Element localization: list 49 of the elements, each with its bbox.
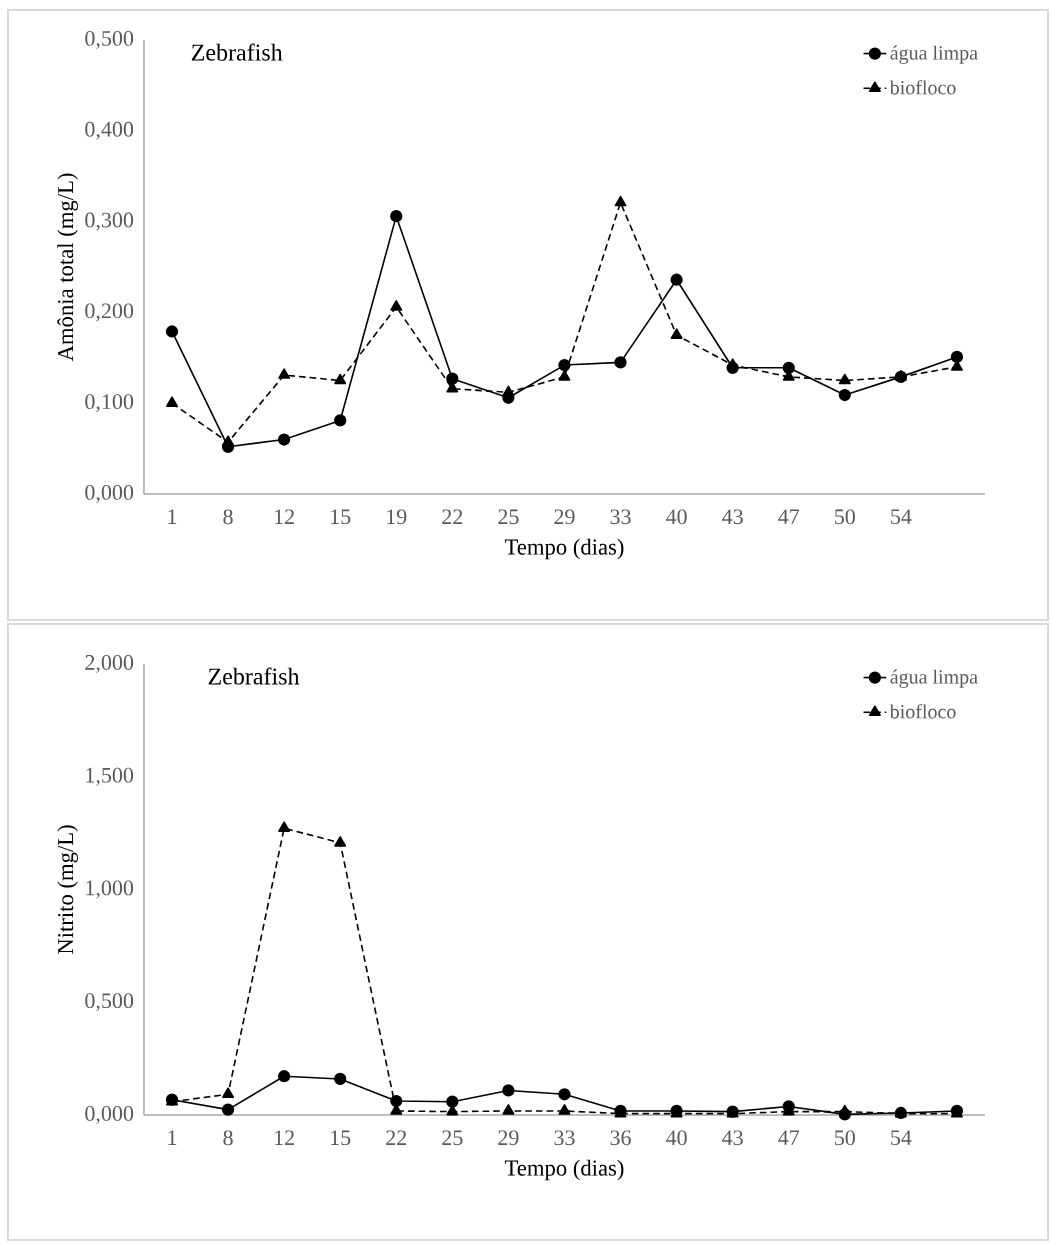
y-axis-title: Nitrito (mg/L) [57, 825, 78, 955]
x-tick-label: 12 [275, 1130, 294, 1145]
x-tick-label: 43 [722, 1130, 743, 1146]
y-tick-label: 0,000 [85, 1106, 134, 1125]
y-tick-label: 0,100 [85, 394, 134, 413]
x-tick-label: 25 [498, 509, 519, 525]
x-tick-label: 54 [891, 509, 912, 525]
y-tick-label: 0,500 [85, 993, 134, 1012]
y-tick-label: 0,500 [85, 30, 134, 50]
x-tick-label: 50 [835, 1130, 855, 1146]
x-tick-label: 22 [386, 1130, 407, 1145]
y-tick-label: 1,000 [86, 880, 134, 899]
y-tick-label: 2,000 [85, 655, 134, 674]
x-tick-label: 25 [442, 1130, 463, 1146]
chart-title: Zebrafish [208, 667, 300, 685]
x-tick-label: 54 [891, 1130, 912, 1146]
legend-label: água limpa [890, 669, 978, 688]
x-tick-label: 1 [168, 1130, 177, 1145]
x-tick-label: 12 [275, 509, 294, 524]
y-tick-label: 1,500 [86, 767, 134, 786]
x-tick-label: 50 [835, 509, 855, 525]
y-axis-title: Amônia total (mg/L) [57, 173, 78, 362]
legend-label: água limpa [890, 45, 978, 64]
x-tick-label: 1 [168, 509, 177, 524]
chart-title: Zebrafish [191, 43, 283, 61]
x-tick-label: 33 [610, 509, 631, 525]
x-tick-label: 47 [778, 509, 800, 524]
x-tick-label: 36 [610, 1130, 631, 1146]
x-tick-label: 43 [722, 509, 743, 525]
y-tick-label: 0,200 [85, 303, 134, 322]
x-tick-label: 22 [442, 509, 463, 524]
x-tick-label: 40 [666, 509, 687, 525]
x-tick-label: 29 [498, 1130, 519, 1146]
legend-label: biofloco [889, 80, 956, 95]
x-tick-label: 15 [331, 1130, 351, 1146]
x-tick-label: 29 [554, 509, 575, 525]
y-tick-label: 0,300 [85, 212, 134, 231]
legend-label: biofloco [889, 704, 956, 719]
x-tick-label: 47 [778, 1130, 800, 1145]
x-tick-label: 8 [223, 1130, 233, 1146]
x-tick-label: 33 [554, 1130, 575, 1146]
x-axis-title: Tempo (dias) [504, 1159, 624, 1181]
x-tick-label: 40 [666, 1130, 687, 1146]
y-tick-label: 0,400 [85, 121, 134, 140]
x-tick-label: 8 [223, 509, 233, 525]
x-axis-title: Tempo (dias) [504, 538, 624, 560]
x-tick-label: 19 [387, 509, 407, 525]
x-tick-label: 15 [331, 509, 351, 525]
y-tick-label: 0,000 [85, 484, 134, 504]
